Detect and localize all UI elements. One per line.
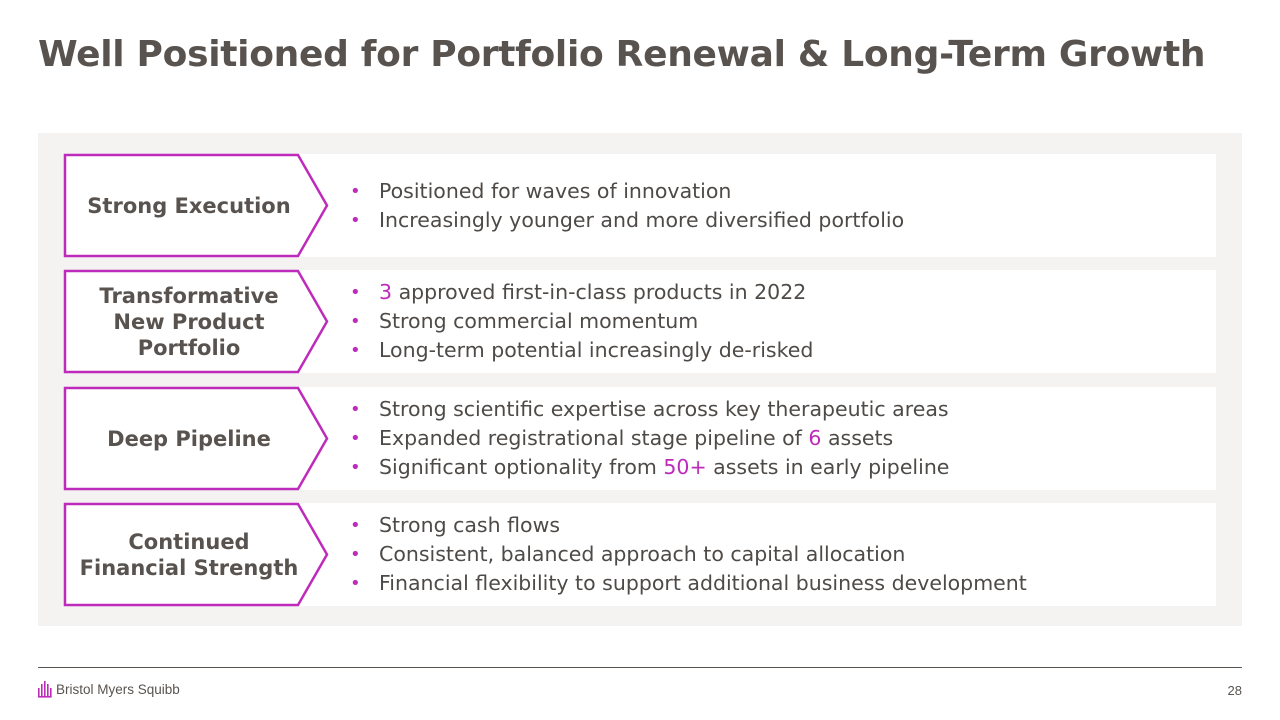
highlight-number: 6	[808, 426, 822, 450]
bullet-dot-icon: •	[350, 180, 361, 202]
bullet-text: Consistent, balanced approach to capital…	[379, 542, 906, 566]
slide-title: Well Positioned for Portfolio Renewal & …	[38, 34, 1206, 75]
bullet-text: assets in early pipeline	[706, 455, 950, 479]
bullet-text: Positioned for waves of innovation	[379, 178, 732, 203]
bullet-dot-icon: •	[350, 544, 361, 565]
bullet-dot-icon: •	[350, 515, 361, 536]
bullet-text: Long-term potential increasingly de-risk…	[379, 338, 814, 362]
pillar-label: Transformative New Product Portfolio	[99, 283, 279, 360]
highlight-number: 3	[379, 280, 393, 304]
pillar-row: Deep Pipeline • Strong scientific expertis…	[63, 386, 1216, 491]
bullet-item: • Strong cash flows	[350, 511, 1210, 540]
bullet-dot-icon: •	[350, 311, 361, 332]
bms-bars-icon	[38, 681, 52, 698]
bullet-item: • Long-term potential increasingly de-ris…	[350, 336, 1210, 365]
bullet-text: Significant optionality from	[379, 455, 664, 479]
pillar-label: Deep Pipeline	[107, 426, 271, 451]
bullet-text: Increasingly younger and more diversifie…	[379, 207, 905, 232]
bullet-item: • Strong scientific expertise across key …	[350, 395, 1210, 424]
bullet-dot-icon: •	[350, 573, 361, 594]
bullet-dot-icon: •	[350, 457, 361, 478]
footer-divider	[38, 667, 1242, 668]
bullet-item: • Increasingly younger and more diversifi…	[350, 206, 1210, 235]
bullet-text: approved first-in-class products in 2022	[392, 280, 807, 304]
bullet-item: • Consistent, balanced approach to capita…	[350, 540, 1210, 569]
bullet-item: • Strong commercial momentum	[350, 307, 1210, 336]
page-number: 28	[1227, 683, 1242, 698]
bullet-item: • Positioned for waves of innovation	[350, 177, 1210, 206]
company-logo: Bristol Myers Squibb	[38, 679, 180, 699]
bullet-item: • 3 approved first-in-class products in 2…	[350, 278, 1210, 307]
bullet-text: Strong cash flows	[379, 513, 561, 537]
bullet-dot-icon: •	[350, 428, 361, 449]
chevron-arrow-shape	[63, 269, 329, 374]
bullet-text: Strong commercial momentum	[379, 309, 699, 333]
chevron-arrow-shape	[63, 502, 329, 607]
bullet-item: • Expanded registrational stage pipeline …	[350, 424, 1210, 453]
bullet-list: • Positioned for waves of innovation • Incr…	[350, 154, 1210, 257]
bullet-item: • Financial flexibility to support additi…	[350, 569, 1210, 598]
bullet-dot-icon: •	[350, 399, 361, 420]
pillar-label: Strong Execution	[87, 193, 291, 218]
bullet-text: Financial flexibility to support additio…	[379, 571, 1027, 595]
chevron-arrow-shape	[63, 153, 329, 258]
pillar-label: Continued Financial Strength	[79, 529, 299, 580]
bullet-dot-icon: •	[350, 282, 361, 303]
logo-text: Bristol Myers Squibb	[56, 681, 180, 697]
bullet-list: • Strong cash flows • Consistent, balanced …	[350, 503, 1210, 606]
pillar-row: Transformative New Product Portfolio • 3 a…	[63, 269, 1216, 374]
bullet-list: • Strong scientific expertise across key …	[350, 387, 1210, 490]
chevron-arrow-shape	[63, 386, 329, 491]
bullet-dot-icon: •	[350, 340, 361, 361]
pillar-row: Strong Execution • Positioned for waves of…	[63, 153, 1216, 258]
bullet-text: Strong scientific expertise across key t…	[379, 397, 949, 421]
bullet-dot-icon: •	[350, 209, 361, 231]
bullet-text: Expanded registrational stage pipeline o…	[379, 426, 809, 450]
highlight-number: 50+	[663, 455, 707, 479]
bullet-list: • 3 approved first-in-class products in 2…	[350, 270, 1210, 373]
bullet-item: • Significant optionality from 50+ assets…	[350, 453, 1210, 482]
bullet-text: assets	[821, 426, 894, 450]
pillar-row: Continued Financial Strength • Strong cash…	[63, 502, 1216, 607]
